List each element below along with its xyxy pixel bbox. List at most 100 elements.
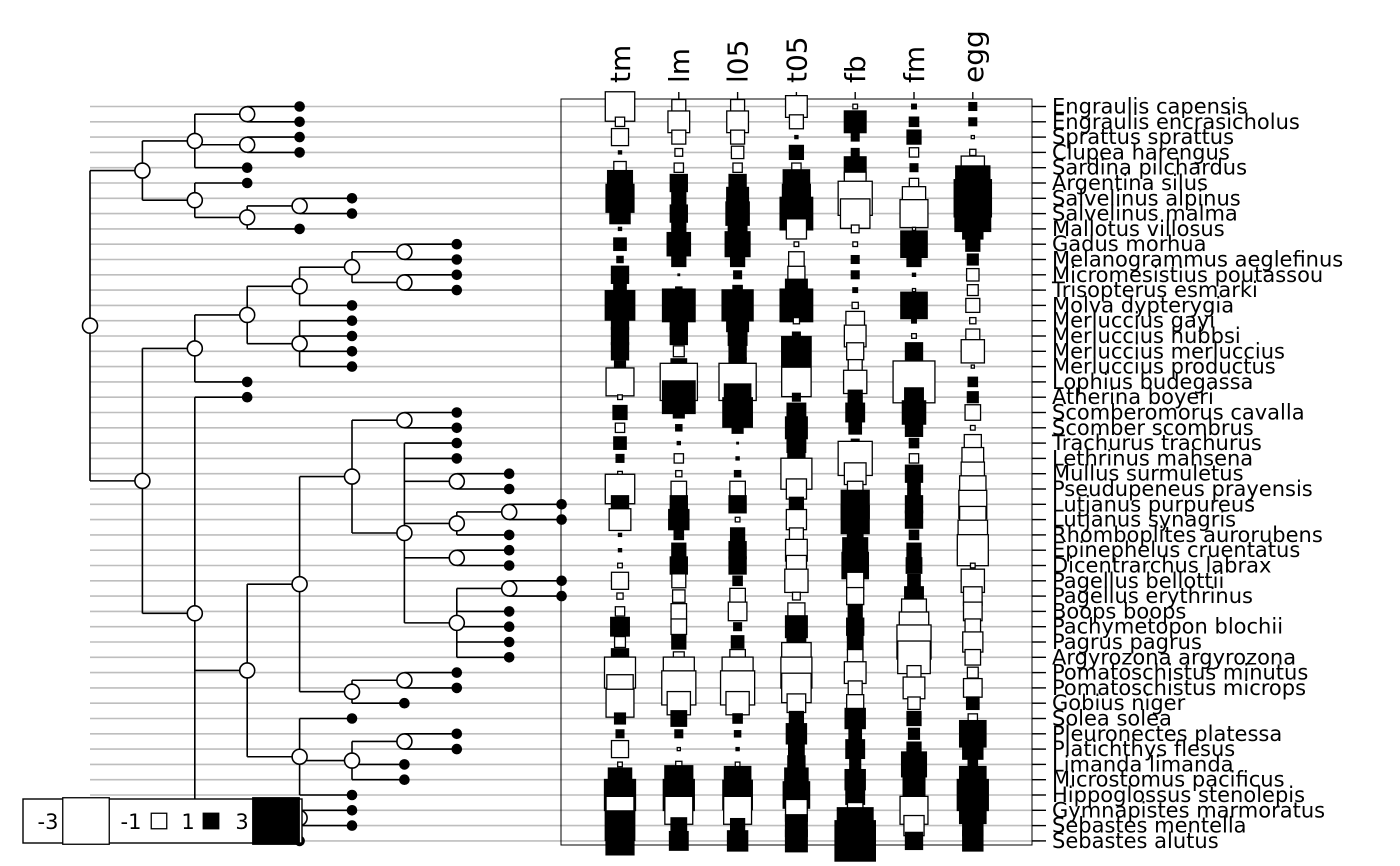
tip-node-gobius-niger	[399, 697, 410, 709]
trait-square-lutjanus-synagris-fm	[904, 510, 924, 529]
trait-square-pomatoschistus-microps-egg	[962, 677, 983, 698]
tip-label-platichthys-flesus: Platichthys flesus	[1052, 737, 1235, 761]
trait-square-sebastes-alutus-t05	[784, 829, 808, 853]
trait-square-sebastes-alutus-l05	[726, 830, 749, 852]
trait-square-gadus-morhua-t05	[793, 241, 800, 248]
trait-square-pachymetopon-blochii-tm	[610, 616, 630, 637]
trait-square-mullus-surmuletus-fm	[904, 464, 924, 483]
tip-label-dicentrarchus-labrax: Dicentrarchus labrax	[1052, 554, 1271, 578]
trait-square-sebastes-alutus-fb	[834, 820, 876, 862]
tip-node-pomatoschistus-microps	[451, 682, 463, 694]
tip-node-platichthys-flesus	[451, 743, 463, 755]
tip-node-rhomboplites-aurorubens	[503, 529, 515, 541]
legend-label: -3	[38, 810, 59, 834]
tip-node-boops-boops	[503, 606, 515, 617]
trait-square-solea-solea-lm	[670, 710, 688, 727]
trait-square-engraulis-capensis-fb	[852, 103, 859, 110]
internal-node	[448, 549, 466, 567]
trait-square-clupea-harengus-lm	[674, 147, 684, 157]
tip-node-lethrinus-mahsena	[451, 453, 463, 464]
tip-label-epinephelus-cruentatus: Epinephelus cruentatus	[1052, 538, 1300, 562]
trait-square-pleuronectes-platessa-lm	[674, 729, 684, 739]
trait-square-pagellus-erythrinus-lm	[671, 589, 686, 603]
trait-square-epinephelus-cruentatus-tm	[617, 548, 623, 553]
trait-label-t05: t05	[780, 36, 813, 83]
internal-node	[396, 274, 413, 291]
trait-square-clupea-harengus-fm	[908, 147, 920, 158]
trait-square-merluccius-hubbsi-tm	[610, 326, 630, 346]
tip-label-engraulis-capensis: Engraulis capensis	[1052, 95, 1248, 119]
trait-square-boops-boops-egg	[962, 601, 983, 622]
trait-square-molva-dypterygia-egg	[965, 297, 981, 314]
internal-node	[238, 662, 256, 679]
tip-label-salvelinus-malma: Salvelinus malma	[1052, 202, 1238, 226]
trait-square-pachymetopon-blochii-lm	[670, 618, 688, 636]
trait-square-scomberomorus-cavalla-egg	[964, 404, 982, 421]
trait-square-micromesistius-poutassou-egg	[965, 267, 980, 282]
tip-label-gymnapistes-marmoratus: Gymnapistes marmoratus	[1052, 798, 1325, 822]
tip-label-hippoglossus-stenolepis: Hippoglossus stenolepis	[1052, 783, 1305, 807]
tip-label-lutjanus-synagris: Lutjanus synagris	[1052, 508, 1236, 532]
trait-square-gadus-morhua-egg	[965, 236, 981, 252]
trait-square-sebastes-alutus-egg	[962, 830, 984, 852]
trait-square-gadus-morhua-fb	[852, 241, 859, 248]
tip-label-merluccius-productus: Merluccius productus	[1052, 355, 1276, 379]
trait-square-salvelinus-malma-fb	[839, 198, 871, 229]
trait-square-merluccius-merluccius-tm	[610, 342, 630, 361]
trait-square-gobius-niger-t05	[786, 693, 807, 714]
trait-square-melanogrammus-aeglefinus-egg	[966, 253, 979, 266]
tip-node-salvelinus-alpinus	[346, 193, 358, 204]
tip-node-mallotus-villosus	[294, 223, 305, 235]
internal-node	[448, 614, 466, 632]
tip-label-trisopterus-esmarki: Trisopterus esmarki	[1051, 278, 1258, 302]
internal-node	[500, 503, 518, 521]
trait-square-scomber-scombrus-tm	[614, 422, 626, 434]
trait-square-scomberomorus-cavalla-fb	[845, 402, 866, 423]
trait-square-dicentrarchus-labrax-lm	[669, 556, 688, 575]
tip-label-argentina-silus: Argentina silus	[1052, 171, 1208, 195]
legend-label: 3	[235, 810, 248, 834]
trait-square-argentina-silus-lm	[669, 173, 688, 193]
trait-square-mallotus-villosus-egg	[962, 218, 984, 240]
internal-node	[396, 243, 413, 261]
tip-node-limanda-limanda	[399, 759, 410, 770]
trait-label-lm: lm	[663, 48, 696, 83]
tip-node-sebastes-mentella	[346, 820, 358, 831]
internal-node	[448, 515, 466, 532]
internal-node	[291, 197, 308, 215]
trait-square-lutjanus-purpureus-l05	[728, 495, 747, 514]
tip-label-boops-boops: Boops boops	[1052, 599, 1186, 623]
trait-square-scomber-scombrus-fm	[904, 418, 924, 437]
trait-square-lophius-budegassa-tm	[605, 367, 635, 397]
trait-squares	[603, 91, 993, 862]
tip-node-scomberomorus-cavalla	[451, 407, 463, 418]
trait-square-epinephelus-cruentatus-l05	[728, 541, 747, 560]
trait-square-mallotus-villosus-t05	[785, 218, 808, 240]
tip-node-lutjanus-purpureus	[556, 499, 567, 510]
trait-square-merluccius-gayi-t05	[792, 316, 801, 325]
tip-label-mallotus-villosus: Mallotus villosus	[1052, 217, 1225, 241]
tip-node-epinephelus-cruentatus	[503, 544, 515, 556]
tip-label-pagellus-erythrinus: Pagellus erythrinus	[1052, 584, 1253, 608]
tip-node-merluccius-productus	[346, 361, 358, 372]
trait-square-lethrinus-mahsena-l05	[735, 456, 740, 461]
trait-square-scomberomorus-cavalla-tm	[612, 404, 628, 421]
trait-square-engraulis-encrasicholus-tm	[614, 116, 626, 128]
tip-label-pagellus-bellottii: Pagellus bellottii	[1052, 569, 1224, 593]
trait-square-melanogrammus-aeglefinus-lm	[671, 251, 687, 268]
trait-square-lutjanus-synagris-t05	[785, 508, 808, 531]
tip-label-solea-solea: Solea solea	[1052, 707, 1172, 731]
trait-square-platichthys-flesus-l05	[735, 746, 740, 752]
trait-square-sardina-pilchardus-fm	[909, 163, 919, 173]
trait-square-merluccius-merluccius-egg	[960, 339, 986, 364]
trait-square-pagellus-bellottii-tm	[610, 571, 630, 590]
trait-square-engraulis-encrasicholus-lm	[667, 110, 691, 134]
trait-square-salvelinus-malma-fm	[899, 198, 929, 229]
trait-square-dicentrarchus-labrax-fm	[905, 557, 923, 574]
trait-square-pseudupeneus-prayensis-l05	[729, 480, 746, 498]
trait-square-salvelinus-malma-tm	[609, 202, 631, 225]
trait-square-pagellus-erythrinus-fb	[846, 586, 865, 606]
internal-node	[343, 752, 361, 769]
tip-label-clupea-harengus: Clupea harengus	[1052, 140, 1230, 164]
trait-axis-labels: tm lm l05 t05 fb fm egg	[604, 30, 990, 83]
